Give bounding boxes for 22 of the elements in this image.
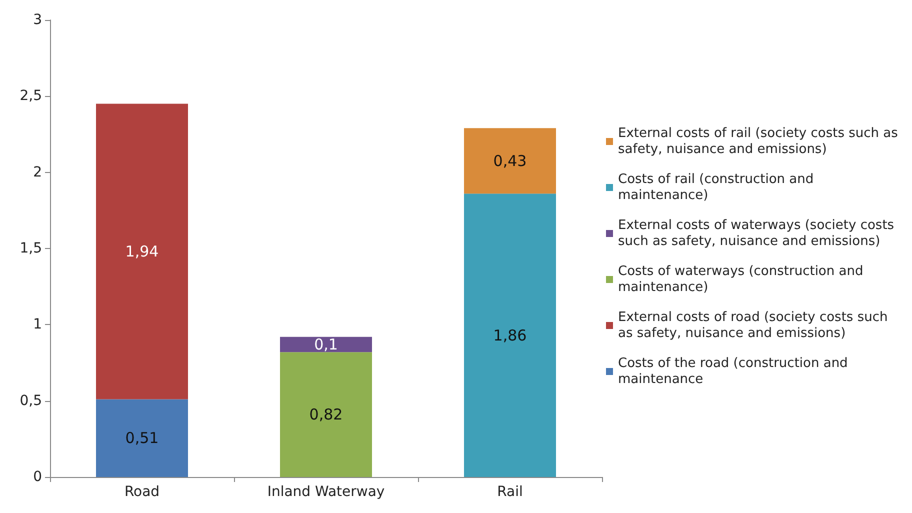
y-tick-label: 0,5 [20,392,42,409]
data-label: 0,1 [314,335,338,354]
y-tick-label: 1 [33,316,42,333]
legend-label: Costs of waterways (construction and maintenance) [618,264,868,295]
x-tick-label: Road [124,484,160,500]
data-label: 0,82 [309,406,343,424]
data-label: 0,43 [493,152,527,170]
legend-label: Costs of the road (construction and maintenance [618,356,852,387]
data-label: 1,86 [493,326,527,344]
y-tick-label: 2 [33,164,42,180]
x-tick-label: Rail [497,484,523,500]
legend-label: External costs of road (society costs such as safety, nuisance and emissions) [618,310,892,341]
legend-label: External costs of waterways (society costs such as safety, nuisance and emissions) [618,218,898,249]
data-label: 0,51 [125,429,159,448]
y-tick-label: 0 [33,469,42,485]
y-tick-label: 2,5 [20,88,42,104]
legend-label: External costs of rail (society costs such as safety, nuisance and emissions) [618,126,902,157]
legend-label: Costs of rail (construction and maintenance) [618,172,818,203]
x-tick-label: Inland Waterway [267,484,385,500]
y-tick-label: 1,5 [20,240,42,256]
data-label: 1,94 [125,242,159,261]
y-tick-label: 3 [33,12,42,28]
